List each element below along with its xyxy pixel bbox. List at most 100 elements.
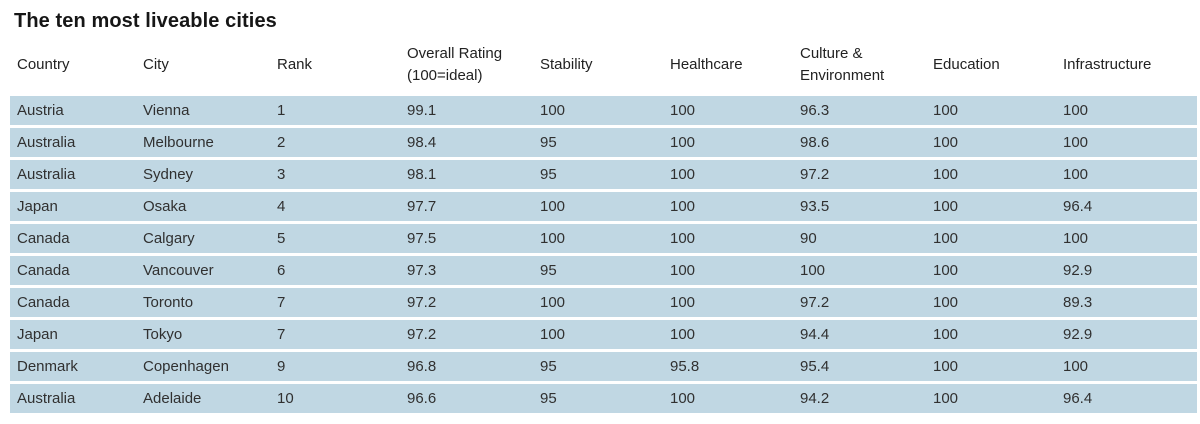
table-row: Canada Calgary 5 97.5 100 100 90 100 100 bbox=[10, 224, 1197, 253]
cell-healthcare: 100 bbox=[663, 192, 793, 221]
cell-country: Australia bbox=[10, 128, 136, 157]
cell-infrastructure: 100 bbox=[1056, 96, 1197, 125]
cell-country: Canada bbox=[10, 256, 136, 285]
cell-education: 100 bbox=[926, 224, 1056, 253]
cell-education: 100 bbox=[926, 256, 1056, 285]
cell-infrastructure: 92.9 bbox=[1056, 256, 1197, 285]
cell-infrastructure: 96.4 bbox=[1056, 384, 1197, 413]
cell-stability: 95 bbox=[533, 384, 663, 413]
cell-country: Denmark bbox=[10, 352, 136, 381]
cell-overall-rating: 96.8 bbox=[400, 352, 533, 381]
cell-stability: 100 bbox=[533, 288, 663, 317]
cell-country: Australia bbox=[10, 160, 136, 189]
cell-stability: 95 bbox=[533, 352, 663, 381]
cell-culture-environment: 95.4 bbox=[793, 352, 926, 381]
cell-infrastructure: 100 bbox=[1056, 352, 1197, 381]
table-header-row: Country City Rank Overall Rating (100=ideal… bbox=[10, 36, 1197, 93]
table-row: Denmark Copenhagen 9 96.8 95 95.8 95.4 100 100 bbox=[10, 352, 1197, 381]
cell-rank: 10 bbox=[270, 384, 400, 413]
cell-infrastructure: 100 bbox=[1056, 224, 1197, 253]
cell-culture-environment: 93.5 bbox=[793, 192, 926, 221]
cell-country: Canada bbox=[10, 288, 136, 317]
cell-country: Japan bbox=[10, 320, 136, 349]
cell-rank: 7 bbox=[270, 288, 400, 317]
cell-rank: 1 bbox=[270, 96, 400, 125]
cell-overall-rating: 98.4 bbox=[400, 128, 533, 157]
table-row: Australia Sydney 3 98.1 95 100 97.2 100 100 bbox=[10, 160, 1197, 189]
cell-overall-rating: 97.2 bbox=[400, 320, 533, 349]
cell-stability: 100 bbox=[533, 320, 663, 349]
table-row: Australia Adelaide 10 96.6 95 100 94.2 100 96.4 bbox=[10, 384, 1197, 413]
cell-city: Melbourne bbox=[136, 128, 270, 157]
cell-healthcare: 100 bbox=[663, 128, 793, 157]
cell-city: Copenhagen bbox=[136, 352, 270, 381]
cell-city: Tokyo bbox=[136, 320, 270, 349]
table-body: Austria Vienna 1 99.1 100 100 96.3 100 100 Austra… bbox=[10, 96, 1197, 413]
cell-city: Calgary bbox=[136, 224, 270, 253]
cell-overall-rating: 97.2 bbox=[400, 288, 533, 317]
cell-overall-rating: 98.1 bbox=[400, 160, 533, 189]
cell-healthcare: 100 bbox=[663, 320, 793, 349]
cell-stability: 95 bbox=[533, 128, 663, 157]
cell-overall-rating: 96.6 bbox=[400, 384, 533, 413]
liveability-table: Country City Rank Overall Rating (100=ideal… bbox=[10, 33, 1197, 416]
cell-city: Vienna bbox=[136, 96, 270, 125]
cell-city: Vancouver bbox=[136, 256, 270, 285]
cell-city: Sydney bbox=[136, 160, 270, 189]
cell-culture-environment: 98.6 bbox=[793, 128, 926, 157]
cell-rank: 5 bbox=[270, 224, 400, 253]
column-header-overall-rating: Overall Rating (100=ideal) bbox=[400, 36, 533, 93]
table-row: Canada Vancouver 6 97.3 95 100 100 100 92.9 bbox=[10, 256, 1197, 285]
column-header-healthcare: Healthcare bbox=[663, 36, 793, 93]
column-header-education: Education bbox=[926, 36, 1056, 93]
cell-infrastructure: 100 bbox=[1056, 160, 1197, 189]
cell-education: 100 bbox=[926, 352, 1056, 381]
cell-infrastructure: 89.3 bbox=[1056, 288, 1197, 317]
cell-infrastructure: 96.4 bbox=[1056, 192, 1197, 221]
cell-culture-environment: 97.2 bbox=[793, 288, 926, 317]
cell-healthcare: 100 bbox=[663, 288, 793, 317]
cell-city: Osaka bbox=[136, 192, 270, 221]
cell-stability: 95 bbox=[533, 160, 663, 189]
cell-healthcare: 100 bbox=[663, 224, 793, 253]
cell-infrastructure: 100 bbox=[1056, 128, 1197, 157]
column-header-country: Country bbox=[10, 36, 136, 93]
cell-education: 100 bbox=[926, 96, 1056, 125]
cell-healthcare: 100 bbox=[663, 256, 793, 285]
cell-education: 100 bbox=[926, 384, 1056, 413]
cell-overall-rating: 97.3 bbox=[400, 256, 533, 285]
cell-country: Japan bbox=[10, 192, 136, 221]
table-row: Canada Toronto 7 97.2 100 100 97.2 100 89.3 bbox=[10, 288, 1197, 317]
cell-country: Austria bbox=[10, 96, 136, 125]
cell-overall-rating: 97.7 bbox=[400, 192, 533, 221]
cell-overall-rating: 97.5 bbox=[400, 224, 533, 253]
cell-education: 100 bbox=[926, 192, 1056, 221]
cell-education: 100 bbox=[926, 128, 1056, 157]
page-title: The ten most liveable cities bbox=[14, 10, 277, 32]
cell-stability: 100 bbox=[533, 192, 663, 221]
cell-culture-environment: 94.4 bbox=[793, 320, 926, 349]
cell-stability: 95 bbox=[533, 256, 663, 285]
cell-healthcare: 100 bbox=[663, 96, 793, 125]
cell-stability: 100 bbox=[533, 96, 663, 125]
cell-education: 100 bbox=[926, 320, 1056, 349]
table-row: Australia Melbourne 2 98.4 95 100 98.6 100 100 bbox=[10, 128, 1197, 157]
cell-overall-rating: 99.1 bbox=[400, 96, 533, 125]
cell-rank: 4 bbox=[270, 192, 400, 221]
cell-education: 100 bbox=[926, 160, 1056, 189]
cell-city: Toronto bbox=[136, 288, 270, 317]
column-header-city: City bbox=[136, 36, 270, 93]
cell-healthcare: 100 bbox=[663, 160, 793, 189]
cell-rank: 2 bbox=[270, 128, 400, 157]
cell-city: Adelaide bbox=[136, 384, 270, 413]
table-row: Japan Osaka 4 97.7 100 100 93.5 100 96.4 bbox=[10, 192, 1197, 221]
table-row: Austria Vienna 1 99.1 100 100 96.3 100 100 bbox=[10, 96, 1197, 125]
cell-culture-environment: 94.2 bbox=[793, 384, 926, 413]
cell-healthcare: 95.8 bbox=[663, 352, 793, 381]
cell-culture-environment: 96.3 bbox=[793, 96, 926, 125]
cell-rank: 3 bbox=[270, 160, 400, 189]
cell-education: 100 bbox=[926, 288, 1056, 317]
cell-rank: 6 bbox=[270, 256, 400, 285]
cell-culture-environment: 100 bbox=[793, 256, 926, 285]
